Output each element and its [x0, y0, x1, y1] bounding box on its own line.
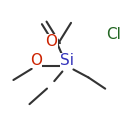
Text: Si: Si — [60, 53, 74, 68]
Text: Cl: Cl — [106, 27, 121, 42]
Text: O: O — [30, 53, 42, 68]
Text: O: O — [46, 34, 58, 49]
